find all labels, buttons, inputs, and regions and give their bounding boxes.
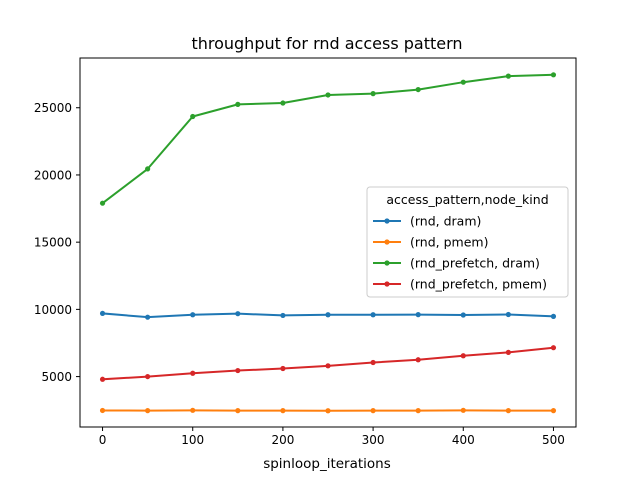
legend-swatch-marker-2 bbox=[384, 260, 390, 266]
data-point-s3-7 bbox=[415, 357, 421, 363]
data-point-s0-6 bbox=[370, 312, 376, 318]
data-point-s2-2 bbox=[190, 113, 196, 120]
x-tick-label-2: 200 bbox=[271, 433, 294, 447]
data-point-s3-6 bbox=[370, 359, 376, 366]
legend-swatch-marker-1 bbox=[384, 239, 390, 245]
data-point-s2-0 bbox=[99, 200, 106, 206]
data-point-s2-10 bbox=[550, 72, 557, 78]
legend-title: access_pattern,node_kind bbox=[386, 192, 548, 207]
data-point-s3-9 bbox=[505, 349, 511, 355]
data-point-s2-9 bbox=[505, 73, 511, 79]
y-tick-label-4: 25000 bbox=[34, 101, 72, 115]
data-point-s3-1 bbox=[145, 373, 151, 380]
data-point-s1-3 bbox=[235, 408, 241, 414]
data-point-s2-1 bbox=[145, 166, 151, 172]
data-point-s2-4 bbox=[280, 100, 286, 106]
x-tick-label-3: 300 bbox=[362, 433, 385, 447]
data-point-s1-1 bbox=[145, 408, 151, 414]
data-point-s0-8 bbox=[460, 312, 466, 318]
data-point-s3-3 bbox=[235, 367, 241, 374]
y-tick-label-0: 5000 bbox=[41, 370, 72, 384]
data-point-s3-8 bbox=[460, 353, 466, 359]
legend-swatch-marker-0 bbox=[384, 218, 390, 224]
data-point-s1-2 bbox=[190, 407, 196, 413]
data-point-s1-10 bbox=[550, 408, 557, 414]
data-point-s0-1 bbox=[145, 314, 151, 320]
data-point-s3-2 bbox=[190, 370, 196, 376]
data-point-s1-9 bbox=[505, 408, 511, 414]
data-point-s0-3 bbox=[235, 311, 241, 317]
data-point-s1-4 bbox=[280, 408, 286, 414]
data-point-s2-8 bbox=[460, 79, 466, 85]
y-tick-label-3: 20000 bbox=[34, 168, 72, 182]
data-point-s2-3 bbox=[235, 101, 241, 107]
data-point-s0-7 bbox=[415, 312, 421, 318]
legend-entry-2: (rnd_prefetch, dram) bbox=[410, 256, 540, 271]
legend-entry-1: (rnd, pmem) bbox=[410, 235, 488, 250]
data-point-s1-0 bbox=[99, 407, 106, 414]
y-tick-label-1: 10000 bbox=[34, 303, 72, 317]
x-tick-label-0: 0 bbox=[99, 433, 107, 447]
data-point-s0-5 bbox=[325, 312, 331, 318]
data-point-s3-10 bbox=[550, 345, 557, 351]
data-point-s0-9 bbox=[505, 311, 511, 318]
x-axis-label: spinloop_iterations bbox=[263, 456, 391, 472]
x-tick-label-4: 400 bbox=[452, 433, 475, 447]
data-point-s2-5 bbox=[325, 92, 331, 98]
data-point-s0-4 bbox=[280, 312, 286, 319]
data-point-s3-0 bbox=[99, 376, 106, 382]
data-point-s0-10 bbox=[550, 313, 557, 319]
chart-title: throughput for rnd access pattern bbox=[191, 34, 462, 53]
data-point-s1-5 bbox=[325, 408, 331, 414]
legend-swatch-marker-3 bbox=[384, 281, 390, 287]
legend-box bbox=[366, 186, 569, 298]
data-point-s0-0 bbox=[99, 310, 106, 317]
x-tick-label-5: 500 bbox=[542, 433, 565, 447]
legend-entry-3: (rnd_prefetch, pmem) bbox=[410, 277, 547, 292]
x-tick-label-1: 100 bbox=[181, 433, 204, 447]
data-point-s1-6 bbox=[370, 408, 376, 414]
data-point-s0-2 bbox=[190, 312, 196, 318]
data-point-s1-8 bbox=[460, 407, 466, 413]
data-point-s2-6 bbox=[370, 91, 376, 97]
data-point-s3-5 bbox=[325, 363, 331, 369]
y-tick-label-2: 15000 bbox=[34, 236, 72, 250]
data-point-s1-7 bbox=[415, 408, 421, 414]
data-point-s3-4 bbox=[280, 365, 286, 372]
data-point-s2-7 bbox=[415, 86, 421, 93]
legend-entry-0: (rnd, dram) bbox=[410, 214, 481, 229]
